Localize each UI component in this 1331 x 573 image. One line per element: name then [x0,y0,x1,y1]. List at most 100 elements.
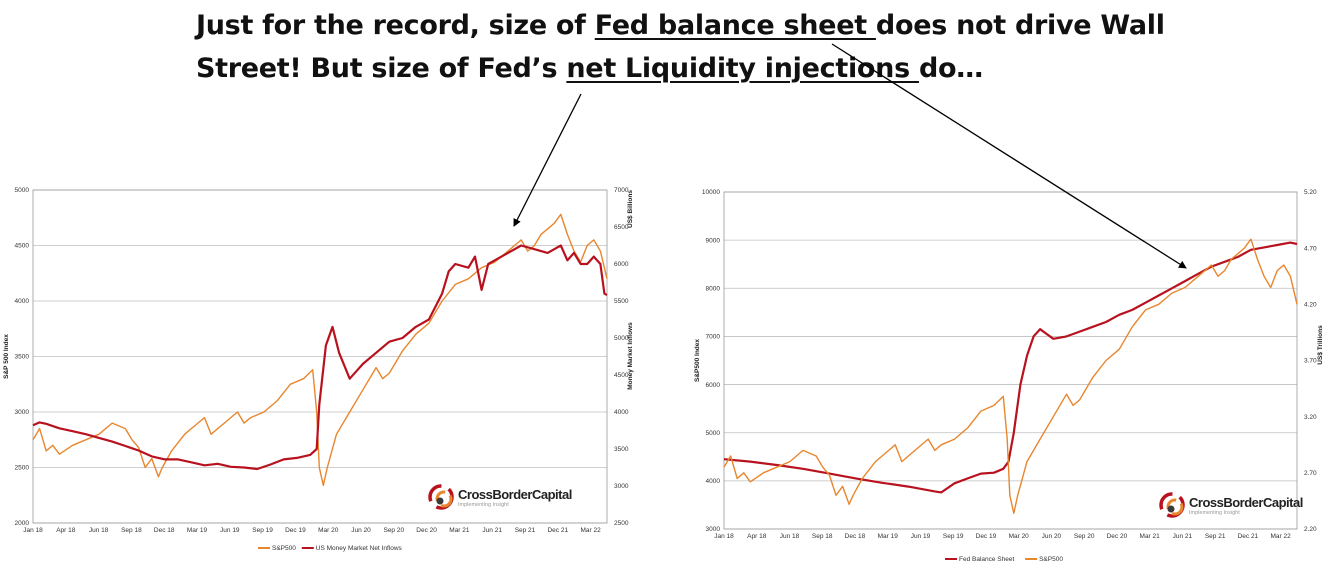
y-left-axis-label: S&P500 Index [694,339,701,382]
series-line-fed-balance-sheet [723,241,1298,494]
y-left-tick-label: 5000 [15,187,30,194]
y-right-axis-label: US$ Billions [627,190,634,228]
y-left-tick-label: 6000 [706,382,721,389]
series-line-s-p500 [32,213,608,486]
x-tick-label: Jun 19 [911,533,931,540]
x-tick-label: Sep 19 [943,533,964,540]
y-left-tick-label: 2500 [15,465,30,472]
y-right-tick-label: 2500 [614,520,629,527]
x-tick-label: Mar 19 [878,533,899,540]
x-tick-label: Dec 20 [1107,533,1128,540]
y-left-tick-label: 3000 [706,526,721,533]
legend-label: S&P500 [272,545,296,552]
x-tick-label: Mar 21 [449,527,470,534]
y-right-tick-label: 5500 [614,298,629,305]
x-tick-label: Apr 18 [56,527,76,534]
annotation-arrow-right [831,43,1187,269]
x-tick-label: Sep 21 [515,527,536,534]
x-tick-label: Apr 18 [747,533,767,540]
logo-dot-icon [436,497,444,505]
x-tick-label: Dec 19 [285,527,306,534]
y-right-tick-label: 4500 [614,372,629,379]
y-right-tick-label: 2.70 [1304,470,1317,477]
x-tick-label: Jun 19 [220,527,240,534]
x-tick-label: Jun 20 [351,527,371,534]
y-right-tick-label: 4.20 [1304,302,1317,309]
logo-brand: CrossBorderCapital [1189,495,1303,510]
plot-frame [32,189,608,524]
chart-left: 2000 2500 3000 3500 4000 4500 5000 2500 3000 3500… [3,187,634,552]
legend-label: S&P500 [1039,556,1063,563]
y-right-tick-label: 6000 [614,261,629,268]
x-tick-label: Mar 22 [580,527,601,534]
y-right-axis-label: US$ Trillions [1317,325,1324,365]
x-tick-label: Dec 20 [416,527,437,534]
y-left-tick-label: 9000 [706,237,721,244]
plot-frame [723,191,1298,530]
logo-ring-icon [435,490,453,508]
y-right-tick-label: 3.20 [1304,414,1317,421]
x-tick-label: Mar 21 [1140,533,1161,540]
x-tick-label: Sep 20 [383,527,404,534]
x-tick-label: Jun 21 [482,527,502,534]
x-tick-label: Sep 18 [812,533,833,540]
x-tick-label: Sep 21 [1205,533,1226,540]
x-tick-label: Mar 22 [1271,533,1292,540]
headline-text: Just for the record, size of [196,10,595,41]
series-line-us-money-market-net-inflows [32,244,608,471]
legend-label: Fed Balance Sheet [959,556,1014,563]
y-left-tick-label: 4000 [15,298,30,305]
logo-dot-icon [1167,505,1175,513]
headline-line-1: Just for the record, size of Fed balance… [196,4,1196,47]
x-tick-label: Jun 21 [1173,533,1193,540]
series-line-s-p500 [723,238,1298,514]
logo-brand: CrossBorderCapital [458,487,572,502]
x-tick-label: Dec 21 [1238,533,1259,540]
y-left-tick-label: 5000 [706,430,721,437]
y-right-tick-label: 5000 [614,335,629,342]
x-tick-label: Sep 20 [1074,533,1095,540]
y-left-tick-label: 2000 [15,520,30,527]
x-tick-label: Jan 18 [23,527,43,534]
x-tick-label: Dec 21 [547,527,568,534]
headline-line-2: Street! But size of Fed’s net Liquidity … [196,47,1196,90]
legend-label: US Money Market Net Inflows [316,545,403,552]
x-tick-label: Mar 19 [187,527,208,534]
y-right-tick-label: 3000 [614,483,629,490]
y-left-tick-label: 4500 [15,243,30,250]
x-tick-label: Sep 19 [252,527,273,534]
y-left-axis-label: S&P 500 Index [3,334,10,379]
y-right-tick-label: 4.70 [1304,245,1317,252]
logo-ring-icon [1166,498,1184,516]
x-tick-label: Mar 20 [318,527,339,534]
y-left-tick-label: 3500 [15,354,30,361]
headline-text: do… [918,53,983,84]
x-tick-label: Dec 18 [154,527,175,534]
y-right-tick-label: 7000 [614,187,629,194]
y-right-tick-label: 5.20 [1304,189,1317,196]
headline-underlined-fed-balance-sheet: Fed balance sheet [594,10,876,41]
x-tick-label: Jan 18 [714,533,734,540]
y-left-tick-label: 4000 [706,478,721,485]
x-tick-label: Jun 20 [1042,533,1062,540]
headline-text: Street! But size of Fed’s [196,53,567,84]
y-left-tick-label: 8000 [706,285,721,292]
y-right-tick-label: 3.70 [1304,358,1317,365]
x-tick-label: Jun 18 [780,533,800,540]
y-right-tick-label: 6500 [614,224,629,231]
chart-right: 3000 4000 5000 6000 7000 8000 9000 10000 2.20 2.7… [694,189,1324,563]
y-right-tick-label: 4000 [614,409,629,416]
headline-text: does not drive Wall [875,10,1165,41]
y-right-tick-label: 3500 [614,446,629,453]
y-left-tick-label: 7000 [706,334,721,341]
x-tick-label: Dec 18 [845,533,866,540]
annotation-arrow-left [513,93,582,227]
x-tick-label: Jun 18 [89,527,109,534]
logo-tagline: Implementing Insight [458,502,509,508]
x-tick-label: Mar 20 [1009,533,1030,540]
headline-underlined-net-liquidity: net Liquidity injections [566,53,919,84]
x-tick-label: Dec 19 [976,533,997,540]
x-tick-label: Sep 18 [121,527,142,534]
y-right-tick-label: 2.20 [1304,526,1317,533]
